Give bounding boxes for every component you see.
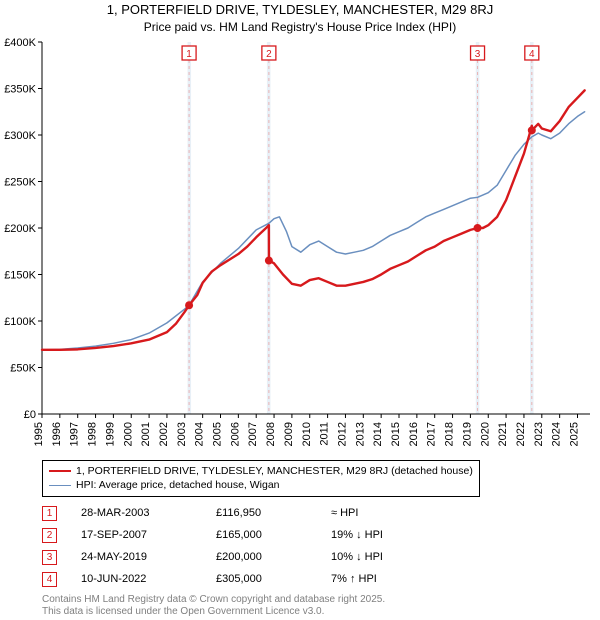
sale-date: 10-JUN-2022 <box>81 573 216 585</box>
svg-text:2: 2 <box>266 49 272 60</box>
svg-text:2021: 2021 <box>497 422 509 446</box>
svg-text:£100K: £100K <box>4 316 36 328</box>
svg-text:2010: 2010 <box>301 422 313 446</box>
legend: 1, PORTERFIELD DRIVE, TYLDESLEY, MANCHES… <box>42 460 480 497</box>
svg-text:2022: 2022 <box>515 422 527 446</box>
sale-vs-hpi: 10% ↓ HPI <box>331 551 451 563</box>
sale-price: £305,000 <box>216 573 331 585</box>
svg-text:2014: 2014 <box>372 422 384 446</box>
svg-text:2004: 2004 <box>194 422 206 446</box>
sale-marker-number: 4 <box>42 572 57 587</box>
svg-text:2005: 2005 <box>212 422 224 446</box>
svg-text:2007: 2007 <box>247 422 259 446</box>
svg-text:2017: 2017 <box>426 422 438 446</box>
svg-text:2001: 2001 <box>140 422 152 446</box>
sales-table: 1 28-MAR-2003£116,950≈ HPI 2 17-SEP-2007£16… <box>42 502 451 590</box>
chart-root: 1, PORTERFIELD DRIVE, TYLDESLEY, MANCHES… <box>0 0 600 620</box>
svg-text:£200K: £200K <box>4 223 36 235</box>
svg-text:2000: 2000 <box>122 422 134 446</box>
sale-price: £200,000 <box>216 551 331 563</box>
svg-text:2003: 2003 <box>176 422 188 446</box>
sale-date: 24-MAY-2019 <box>81 551 216 563</box>
sale-marker-number: 3 <box>42 550 57 565</box>
svg-text:£400K: £400K <box>4 37 36 49</box>
sale-vs-hpi: 19% ↓ HPI <box>331 529 451 541</box>
svg-text:£300K: £300K <box>4 130 36 142</box>
sale-marker-number: 2 <box>42 528 57 543</box>
sale-vs-hpi: 7% ↑ HPI <box>331 573 451 585</box>
svg-text:2019: 2019 <box>461 422 473 446</box>
svg-text:2002: 2002 <box>158 422 170 446</box>
svg-text:£250K: £250K <box>4 177 36 189</box>
sale-price: £116,950 <box>216 507 331 519</box>
sales-table-row: 1 28-MAR-2003£116,950≈ HPI <box>42 502 451 524</box>
svg-text:2008: 2008 <box>265 422 277 446</box>
svg-text:2009: 2009 <box>283 422 295 446</box>
svg-text:2023: 2023 <box>533 422 545 446</box>
svg-text:3: 3 <box>475 49 481 60</box>
sale-marker-number: 1 <box>42 506 57 521</box>
attribution-line-2: This data is licensed under the Open Gov… <box>42 606 385 618</box>
sales-table-row: 2 17-SEP-2007£165,00019% ↓ HPI <box>42 524 451 546</box>
svg-text:2013: 2013 <box>354 422 366 446</box>
attribution: Contains HM Land Registry data © Crown c… <box>42 594 385 618</box>
svg-text:1: 1 <box>186 49 192 60</box>
legend-item: 1, PORTERFIELD DRIVE, TYLDESLEY, MANCHES… <box>49 464 473 478</box>
svg-text:2018: 2018 <box>444 422 456 446</box>
svg-text:2024: 2024 <box>551 422 563 446</box>
svg-text:£150K: £150K <box>4 270 36 282</box>
svg-text:£0: £0 <box>24 409 36 421</box>
svg-text:2016: 2016 <box>408 422 420 446</box>
legend-swatch <box>49 470 71 472</box>
svg-text:2025: 2025 <box>569 422 581 446</box>
svg-text:2012: 2012 <box>336 422 348 446</box>
sale-date: 28-MAR-2003 <box>81 507 216 519</box>
sales-table-row: 3 24-MAY-2019£200,00010% ↓ HPI <box>42 546 451 568</box>
svg-text:2015: 2015 <box>390 422 402 446</box>
svg-text:4: 4 <box>529 49 535 60</box>
legend-swatch <box>49 485 71 486</box>
svg-text:1996: 1996 <box>51 422 63 446</box>
sale-vs-hpi: ≈ HPI <box>331 507 451 519</box>
svg-text:2011: 2011 <box>319 422 331 446</box>
svg-text:1997: 1997 <box>69 422 81 446</box>
svg-text:£50K: £50K <box>10 363 36 375</box>
sale-price: £165,000 <box>216 529 331 541</box>
sales-table-row: 4 10-JUN-2022£305,0007% ↑ HPI <box>42 568 451 590</box>
legend-label: HPI: Average price, detached house, Wiga… <box>76 478 280 492</box>
svg-text:£350K: £350K <box>4 84 36 96</box>
svg-text:2006: 2006 <box>229 422 241 446</box>
svg-text:2020: 2020 <box>479 422 491 446</box>
svg-text:1999: 1999 <box>104 422 116 446</box>
attribution-line-1: Contains HM Land Registry data © Crown c… <box>42 594 385 606</box>
sale-date: 17-SEP-2007 <box>81 529 216 541</box>
svg-text:1995: 1995 <box>33 422 45 446</box>
svg-text:1998: 1998 <box>87 422 99 446</box>
legend-item: HPI: Average price, detached house, Wiga… <box>49 478 473 492</box>
plot-area: 1 2 3 4 £0 £50K £100K £150K £200K £250K £300K £350K… <box>0 0 600 460</box>
legend-label: 1, PORTERFIELD DRIVE, TYLDESLEY, MANCHES… <box>76 464 473 478</box>
